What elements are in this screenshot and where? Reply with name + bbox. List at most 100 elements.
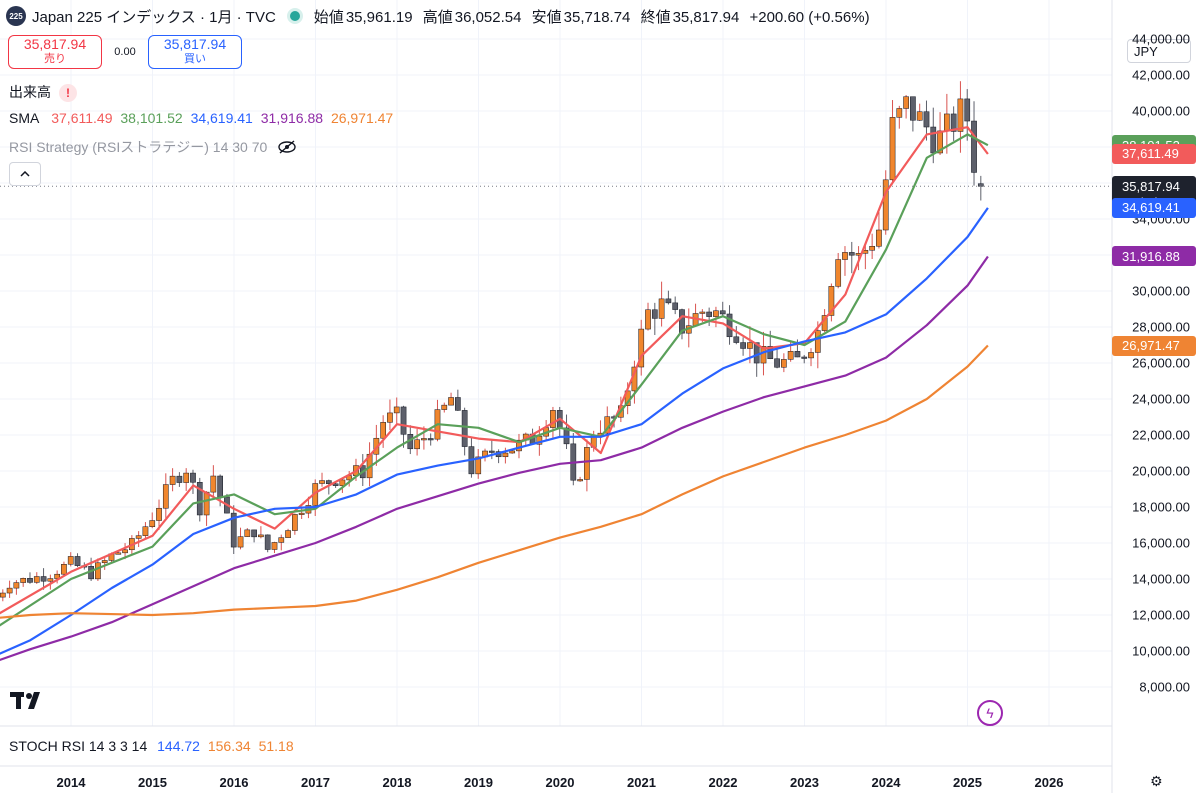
stoch-value-2: 156.34 [207, 738, 251, 754]
candle-body [930, 126, 937, 154]
candle-body [651, 309, 658, 319]
sma-value-2: 38,101.52 [120, 110, 183, 126]
price-axis-label: 40,000.00 [1132, 103, 1190, 119]
market-status-icon[interactable] [289, 11, 300, 21]
volume-indicator[interactable]: 出来高! [9, 82, 77, 102]
buy-price: 35,817.94 [163, 36, 227, 52]
price-axis-label: 18,000.00 [1132, 499, 1190, 515]
low-label: 安値 [531, 8, 562, 26]
candle-body [774, 358, 780, 368]
candle-body [6, 587, 13, 594]
candle-body [794, 351, 801, 358]
low-value: 35,718.74 [563, 8, 631, 26]
candle-body [964, 98, 971, 122]
candlestick-series [0, 81, 984, 602]
candle-body [882, 179, 889, 231]
currency-selector[interactable]: JPY [1127, 39, 1191, 63]
chart-title[interactable]: Japan 225 インデックス · 1月 · TVC [32, 8, 276, 26]
sma-indicator[interactable]: SMA 37,611.49 38,101.52 34,619.41 31,916… [9, 110, 393, 126]
price-axis-label: 16,000.00 [1132, 535, 1190, 551]
candle-body [47, 578, 54, 582]
candle-body [414, 439, 420, 450]
sell-button[interactable]: 35,817.94 売り [8, 35, 102, 69]
candle-body [210, 475, 217, 493]
price-axis-label: 22,000.00 [1132, 427, 1190, 443]
candle-body [332, 483, 339, 486]
stoch-rsi-indicator[interactable]: STOCH RSI 14 3 3 14 144.72 156.34 51.18 [9, 738, 294, 754]
candle-body [937, 130, 943, 154]
candle-body [20, 578, 27, 583]
lightning-icon[interactable]: ϟ [977, 700, 1003, 726]
candle-body [162, 484, 169, 509]
candle-body [427, 438, 434, 441]
candle-body [54, 573, 60, 579]
rsi-strategy-label: RSI Strategy (RSIストラテジー) 14 30 70 [9, 139, 268, 155]
candle-body [101, 560, 108, 564]
candle-body [319, 480, 325, 484]
stoch-value-1: 144.72 [157, 738, 200, 754]
price-axis-label: 28,000.00 [1132, 319, 1190, 335]
tv-logo-icon[interactable] [10, 690, 46, 715]
candle-body [190, 472, 196, 483]
warning-icon[interactable]: ! [59, 84, 77, 102]
candle-body [169, 475, 176, 485]
candle-body [706, 311, 712, 317]
candle-body [176, 475, 183, 483]
stoch-label: STOCH RSI 14 3 3 14 [9, 738, 148, 754]
sma-line-1 [0, 126, 989, 615]
candle-body [278, 537, 285, 543]
candle-body [577, 479, 583, 482]
candle-body [502, 452, 509, 458]
candle-body [237, 536, 244, 548]
time-axis-label: 2022 [708, 775, 738, 790]
candle-body [421, 438, 427, 441]
ohlc-readout: 始値 35,961.19 高値 36,052.54 安値 35,718.74 終値 35… [314, 6, 872, 27]
grid-lines [0, 0, 1112, 726]
candle-body [957, 98, 964, 132]
candle-body [645, 309, 651, 330]
candle-body [292, 514, 298, 531]
price-axis-label: 10,000.00 [1132, 643, 1190, 659]
candle-body [665, 298, 672, 304]
price-axis-label: 24,000.00 [1132, 391, 1190, 407]
candle-body [584, 447, 590, 480]
price-axis-label: 26,000.00 [1132, 355, 1190, 371]
candle-body [183, 472, 190, 483]
candle-body [475, 456, 482, 475]
collapse-chevron-icon[interactable] [9, 162, 41, 186]
candle-body [699, 311, 706, 314]
candle-body [672, 302, 679, 310]
sma-value-1: 37,611.49 [51, 110, 113, 126]
candle-body [387, 412, 393, 423]
time-axis-label: 2020 [545, 775, 575, 790]
high-value: 36,052.54 [454, 8, 522, 26]
spread-value: 0.00 [114, 46, 136, 58]
rsi-strategy-indicator[interactable]: RSI Strategy (RSIストラテジー) 14 30 70 [9, 137, 297, 157]
sma-tag-3: 34,619.41 [1112, 197, 1196, 218]
stoch-value-3: 51.18 [258, 738, 294, 754]
candle-body [719, 310, 726, 315]
settings-icon[interactable]: ⚙ [1150, 773, 1163, 789]
candle-body [950, 113, 957, 132]
candle-body [896, 108, 903, 118]
sell-price: 35,817.94 [23, 36, 87, 52]
time-axis-label: 2026 [1034, 775, 1064, 790]
time-axis-label: 2014 [56, 775, 86, 790]
candle-body [61, 564, 67, 575]
candle-body [747, 342, 753, 349]
candle-body [115, 552, 122, 555]
candle-body [638, 328, 645, 368]
candle-body [509, 450, 516, 454]
time-axis-label: 2019 [464, 775, 493, 790]
candle-body [135, 535, 142, 539]
time-axis-label: 2018 [382, 775, 412, 790]
time-axis-label: 2016 [219, 775, 249, 790]
eye-off-icon[interactable] [277, 140, 297, 154]
sma-value-4: 31,916.88 [260, 110, 324, 126]
buy-button[interactable]: 35,817.94 買い [148, 35, 242, 69]
symbol-badge-icon[interactable]: 225 [6, 6, 26, 26]
candle-body [95, 562, 101, 580]
candle-body [251, 529, 257, 538]
change-value: +200.60 (+0.56%) [749, 8, 870, 26]
